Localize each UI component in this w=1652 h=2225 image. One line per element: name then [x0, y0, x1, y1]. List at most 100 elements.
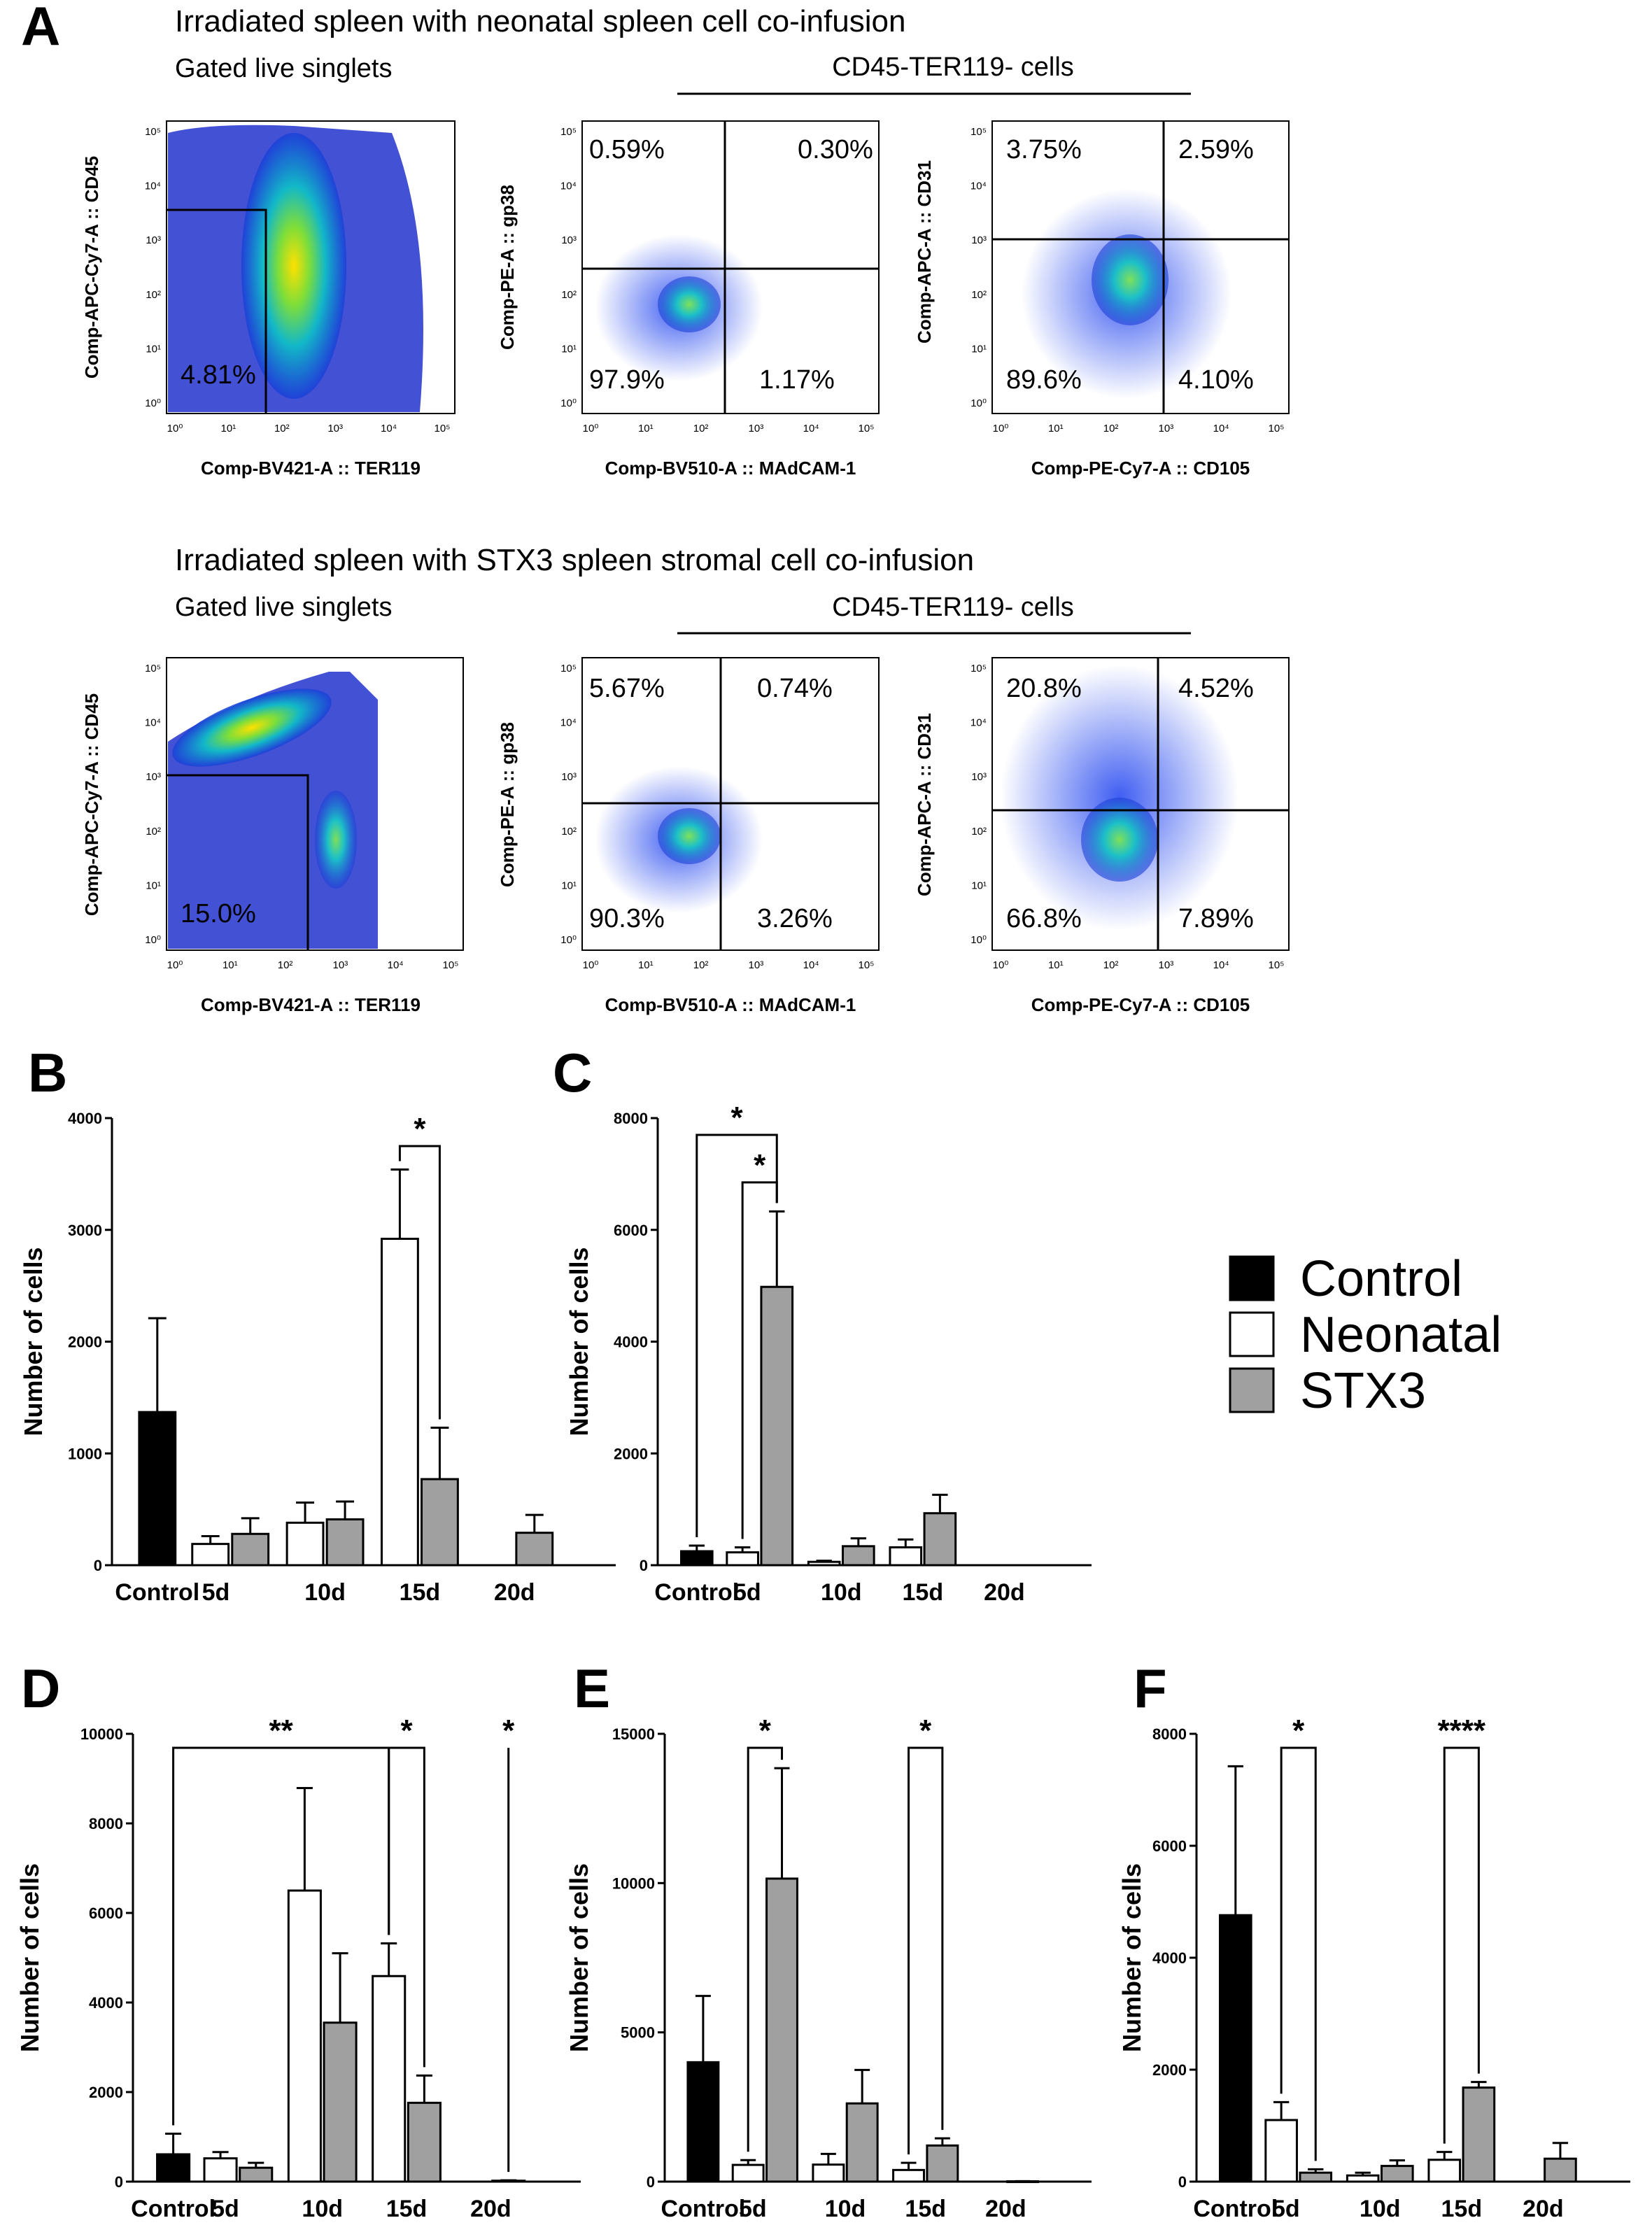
bar-stx3: [845, 2102, 879, 2183]
x-category-label: 5d: [739, 2196, 767, 2222]
y-tick-label: 10³: [561, 234, 577, 246]
x-tick-label: 10⁰: [583, 959, 599, 971]
x-category-label: 20d: [1523, 2196, 1564, 2222]
y-axis-label: Number of cells: [19, 1247, 48, 1436]
x-tick-label: 10¹: [638, 959, 654, 971]
panel-letter-a: A: [21, 0, 60, 57]
y-tick-label: 10⁵: [560, 126, 577, 138]
density-core: [1081, 798, 1158, 882]
y-tick-label: 10⁵: [560, 663, 577, 674]
x-tick-label: 10³: [1159, 959, 1174, 971]
x-tick-label: 10¹: [221, 423, 236, 435]
y-tick-label: 10⁰: [970, 934, 987, 946]
y-axis-label: Number of cells: [565, 1247, 593, 1436]
y-tick-label: 2000: [1152, 2061, 1187, 2079]
quadrant-lr: 3.26%: [757, 904, 833, 933]
bar-neonatal: [287, 1889, 322, 2183]
bar-neonatal: [807, 1560, 841, 1567]
row-1-subset-label: CD45-TER119- cells: [832, 52, 1074, 82]
x-tick-label: 10⁴: [381, 423, 397, 435]
x-tick-label: 10¹: [1048, 959, 1064, 971]
y-tick-label: 4000: [614, 1334, 648, 1351]
x-category-label: 15d: [1441, 2196, 1483, 2222]
x-tick-label: 10⁰: [167, 423, 183, 435]
y-tick-label: 10²: [561, 289, 577, 301]
x-category-label: 10d: [302, 2196, 343, 2222]
quadrant-ur: 0.30%: [798, 135, 873, 164]
bar-control: [679, 1550, 714, 1567]
y-tick-label: 10³: [146, 771, 161, 783]
flow-tick-labels: 10⁰ 10⁰ 10¹ 10¹ 10² 10² 10³ 10³ 10⁴ 10⁴ 10⁵ 10⁵ 10⁰ 1…: [145, 126, 1285, 971]
row-1-title: Irradiated spleen with neonatal spleen c…: [175, 4, 905, 38]
quadrant-ll: 15.0%: [181, 899, 256, 928]
y-tick-label: 0: [640, 1557, 648, 1574]
y-axis-label: Comp-PE-A :: gp38: [497, 185, 518, 350]
x-tick-label: 10²: [693, 423, 709, 435]
panel-letter: F: [1134, 1658, 1167, 1719]
bar-stx3: [926, 2144, 959, 2183]
x-tick-label: 10⁴: [1213, 423, 1229, 435]
x-tick-label: 10³: [333, 959, 348, 971]
x-category-label: 20d: [985, 2196, 1026, 2222]
bar-neonatal: [285, 1521, 325, 1567]
bar-control: [1218, 1914, 1252, 2183]
bar-chart-panel-c: C 0 2000 4000 6000 8000 Number of cells Control…: [553, 1042, 1092, 1606]
y-tick-label: 10⁴: [560, 181, 577, 192]
x-tick-label: 10¹: [1048, 423, 1064, 435]
bar-stx3: [923, 1512, 957, 1567]
significance-label: *: [919, 1714, 932, 1748]
density-core: [241, 133, 346, 399]
y-tick-label: 10¹: [971, 880, 987, 891]
legend: Control Neonatal STX3: [1229, 1251, 1502, 1419]
legend-swatch-control: [1229, 1255, 1275, 1301]
y-tick-label: 10000: [80, 1725, 123, 1743]
panel-letter: E: [574, 1658, 610, 1719]
y-tick-label: 10³: [971, 771, 987, 783]
x-tick-label: 10³: [749, 959, 764, 971]
y-tick-label: 10⁰: [560, 397, 577, 409]
y-tick-label: 10²: [561, 826, 577, 838]
bar-stx3: [841, 1545, 875, 1567]
significance-bracket: [747, 1746, 784, 2152]
y-tick-label: 10⁵: [970, 663, 987, 674]
y-tick-label: 10⁴: [970, 717, 987, 729]
significance-label: *: [759, 1714, 772, 1748]
y-axis-label: Comp-APC-Cy7-A :: CD45: [81, 156, 102, 379]
x-category-label: Control: [654, 1579, 739, 1606]
y-axis-label: Comp-PE-A :: gp38: [497, 722, 518, 887]
y-tick-label: 10⁴: [970, 181, 987, 192]
bar-neonatal: [889, 1546, 923, 1567]
quadrant-ll: 89.6%: [1006, 365, 1082, 395]
x-category-label: Control: [131, 2196, 216, 2222]
bar-stx3: [1462, 2086, 1496, 2183]
x-category-label: Control: [115, 1579, 199, 1606]
x-tick-label: 10⁰: [993, 423, 1009, 435]
y-tick-label: 6000: [89, 1905, 123, 1922]
quadrant-ll: 97.9%: [589, 365, 665, 395]
quadrant-lr: 1.17%: [759, 365, 835, 395]
significance-label: *: [1292, 1714, 1305, 1748]
x-tick-label: 10⁰: [583, 423, 599, 435]
y-tick-label: 15000: [612, 1725, 655, 1743]
significance-bracket: [1280, 1746, 1317, 2161]
y-axis-label: Number of cells: [15, 1863, 44, 2052]
row-2-gated-label: Gated live singlets: [175, 593, 393, 622]
bar-control: [138, 1411, 177, 1567]
bar-neonatal: [1346, 2174, 1380, 2183]
x-axis-label: Comp-BV421-A :: TER119: [201, 994, 421, 1015]
y-tick-label: 10⁰: [145, 934, 161, 946]
y-tick-label: 10³: [561, 771, 577, 783]
quadrant-ul: 3.75%: [1006, 135, 1082, 164]
y-tick-label: 0: [115, 2173, 123, 2191]
y-axis-label: Number of cells: [1117, 1863, 1146, 2052]
y-tick-label: 10¹: [561, 343, 577, 355]
x-category-label: 5d: [202, 1579, 230, 1606]
bar-neonatal: [892, 2168, 926, 2183]
density-core-2: [315, 791, 357, 889]
gate-line: [167, 774, 309, 950]
x-category-label: 20d: [984, 1579, 1025, 1606]
y-tick-label: 0: [1178, 2173, 1187, 2191]
y-tick-label: 0: [647, 2173, 655, 2191]
row-2-subset-label: CD45-TER119- cells: [832, 593, 1074, 622]
